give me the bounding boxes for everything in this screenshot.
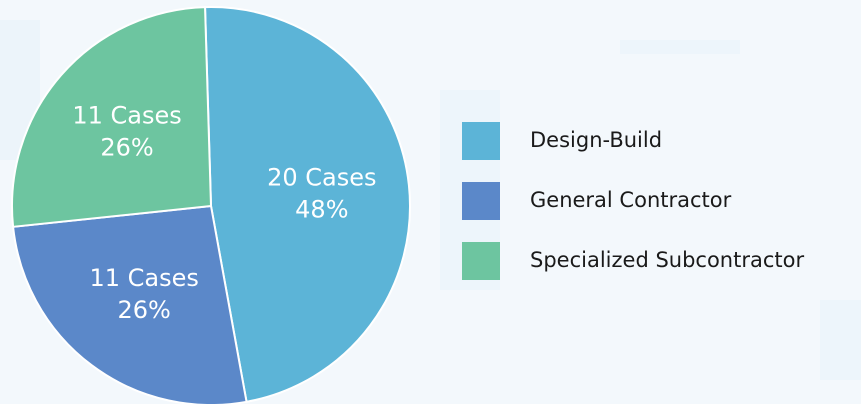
- pie-slice: [11, 6, 213, 228]
- slice-label: 11 Cases: [89, 264, 198, 292]
- legend-swatch: [462, 182, 500, 220]
- pie-slice: [204, 6, 411, 403]
- slice-percent: 26%: [100, 134, 153, 162]
- legend-label: Specialized Subcontractor: [530, 248, 804, 272]
- slice-percent: 48%: [295, 195, 348, 223]
- legend-label: Design-Build: [530, 128, 662, 152]
- slice-label: 20 Cases: [267, 163, 376, 191]
- pie-slice: [11, 204, 248, 404]
- slice-percent: 26%: [117, 296, 170, 324]
- slice-label: 11 Cases: [72, 102, 181, 130]
- legend-swatch: [462, 122, 500, 160]
- legend-swatch: [462, 242, 500, 280]
- legend-label: General Contractor: [530, 188, 732, 212]
